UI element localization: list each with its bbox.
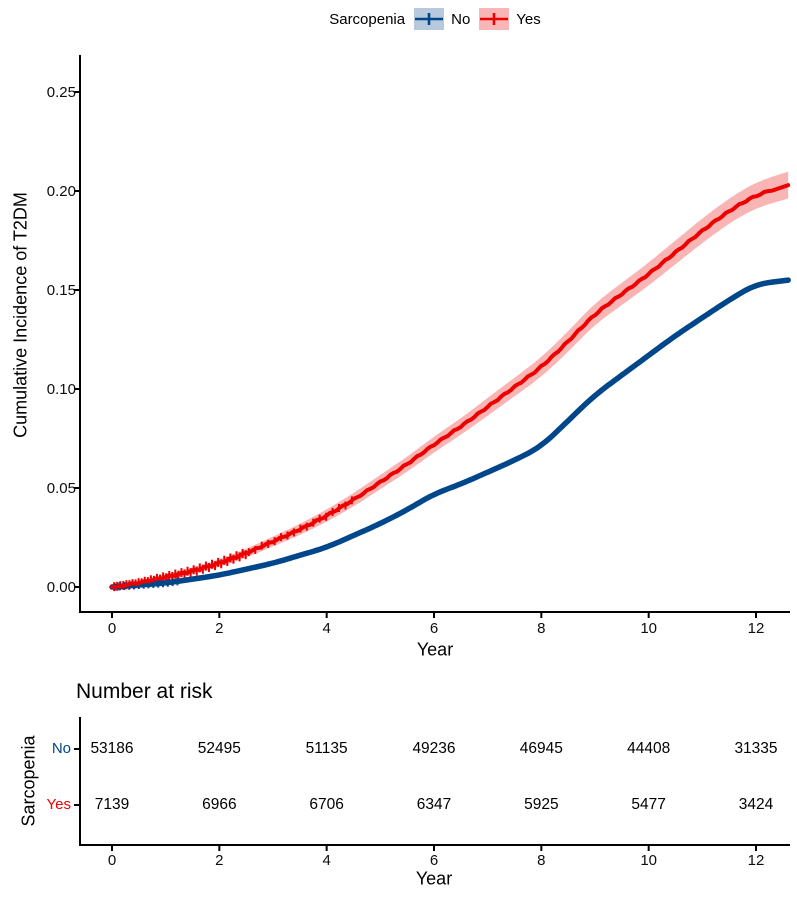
risk-count: 6966 [202,796,237,813]
y-tick-label: 0.00 [46,578,76,596]
risk-x-tick-label: 2 [215,852,224,869]
risk-count: 46945 [519,740,563,757]
risk-count: 5477 [631,796,666,813]
legend-label-yes: Yes [516,10,541,28]
y-tick-label: 0.05 [46,479,76,497]
y-axis-title: Cumulative Incidence of T2DM [10,192,31,438]
legend-title: Sarcopenia [329,10,406,28]
risk-x-tick-label: 0 [107,852,117,869]
risk-count: 31335 [734,740,778,757]
x-axis-title: Year [416,639,454,660]
yes-curve-key-icon [479,8,510,30]
risk-x-tick-label: 4 [322,852,331,869]
y-tick-label: 0.20 [46,182,76,200]
risk-count: 6347 [416,796,452,813]
legend-item-no: No [414,7,470,31]
x-tick-label: 2 [215,620,224,637]
risk-count: 3424 [738,796,774,813]
legend-label-no: No [451,10,471,28]
yes-confidence-band [112,171,789,587]
no-curve [109,277,791,590]
y-tick-label: 0.15 [46,281,76,299]
x-tick-label: 10 [640,620,657,637]
risk-row-label-yes: Yes [46,796,71,813]
x-tick-label: 0 [107,620,117,637]
legend: Sarcopenia No Yes [80,5,790,33]
risk-count: 5925 [524,796,559,813]
risk-row-label-no: No [51,740,71,757]
risk-table-xlabel: Year [415,868,453,889]
y-tick-label: 0.10 [46,380,76,398]
risk-count: 53186 [90,740,134,757]
risk-count: 51135 [305,740,348,757]
risk-x-tick-label: 12 [747,852,765,869]
risk-x-tick-label: 10 [640,852,657,869]
risk-x-tick-label: 6 [429,852,439,869]
x-tick-label: 4 [322,620,331,637]
risk-count: 49236 [412,740,456,757]
risk-x-tick-label: 8 [537,852,546,869]
risk-count: 6706 [309,796,344,813]
x-tick-label: 6 [429,620,439,637]
risk-count: 7139 [94,796,130,813]
yes-curve [110,183,791,589]
risk-table-title: Number at risk [76,680,213,703]
risk-count: 44408 [627,740,671,757]
legend-item-yes: Yes [479,7,541,31]
x-tick-label: 12 [747,620,765,637]
censor-marks [110,496,353,592]
y-tick-label: 0.25 [46,83,76,101]
no-curve-key-icon [414,8,445,30]
x-tick-label: 8 [537,620,546,637]
risk-count: 52495 [197,740,241,757]
